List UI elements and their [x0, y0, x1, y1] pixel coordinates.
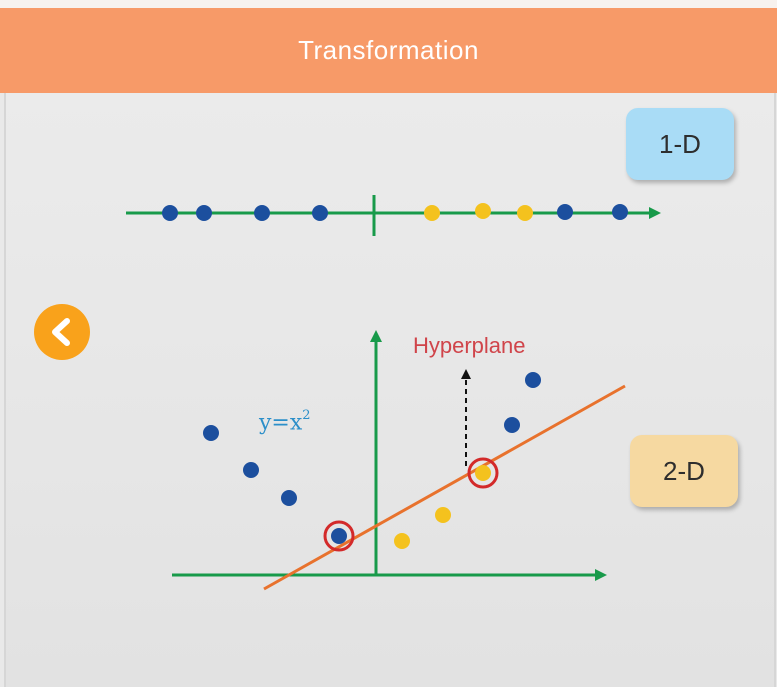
two-d-points	[203, 372, 541, 552]
equation-exponent: 2	[302, 408, 311, 423]
page-title: Transformation	[298, 35, 479, 65]
one-d-point-yellow	[517, 205, 533, 221]
two-d-point-blue	[203, 425, 219, 441]
two-d-point-yellow	[475, 465, 491, 481]
two-d-point-blue	[504, 417, 520, 433]
chevron-left-icon	[52, 318, 70, 346]
two-d-point-blue	[331, 528, 347, 544]
one-d-number-line	[126, 195, 661, 236]
two-d-tag: 2-D	[630, 435, 738, 507]
one-d-tag: 1-D	[626, 108, 734, 180]
back-button[interactable]	[34, 304, 90, 360]
one-d-point-blue	[162, 205, 178, 221]
title-bar: Transformation	[0, 8, 777, 93]
one-d-point-blue	[612, 204, 628, 220]
two-d-point-yellow	[394, 533, 410, 549]
two-d-point-blue	[243, 462, 259, 478]
equation-base: y=x	[259, 410, 303, 436]
hyperplane-line	[263, 384, 626, 591]
equation-label: y=x2	[259, 408, 311, 436]
one-d-point-blue	[196, 205, 212, 221]
two-d-point-blue	[281, 490, 297, 506]
top-strip	[0, 0, 777, 8]
two-d-axes	[172, 330, 607, 581]
one-d-point-blue	[312, 205, 328, 221]
hyperplane-label: Hyperplane	[413, 333, 526, 358]
two-d-point-blue	[525, 372, 541, 388]
support-vector-ring	[323, 520, 355, 552]
one-d-point-yellow	[475, 203, 491, 219]
slide-area	[4, 93, 776, 687]
one-d-point-blue	[557, 204, 573, 220]
support-vector-ring	[467, 457, 499, 489]
two-d-point-yellow	[435, 507, 451, 523]
one-d-point-blue	[254, 205, 270, 221]
one-d-point-yellow	[424, 205, 440, 221]
